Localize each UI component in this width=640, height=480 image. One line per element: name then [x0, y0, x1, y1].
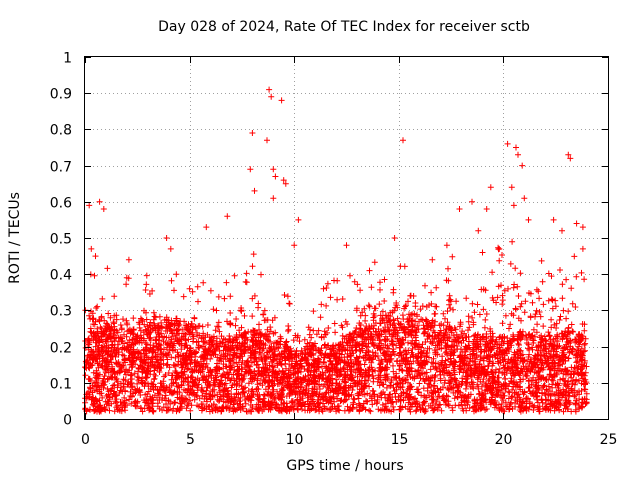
y-tick-label: 0.9 — [50, 87, 72, 103]
y-tick-label: 0 — [63, 413, 72, 429]
x-tick-labels: 0 5 10 15 20 25 — [81, 432, 617, 448]
y-tick-label: 0.1 — [50, 377, 72, 393]
x-tick-label: 20 — [495, 432, 513, 448]
y-tick-label: 0.8 — [50, 123, 72, 139]
y-tick-label: 0.4 — [50, 268, 72, 284]
y-tick-label: 0.7 — [50, 160, 72, 176]
x-tick-label: 0 — [81, 432, 90, 448]
y-tick-label: 0.5 — [50, 232, 72, 248]
x-tick-label: 15 — [391, 432, 409, 448]
x-axis-label: GPS time / hours — [286, 458, 403, 474]
data-points — [82, 86, 590, 415]
x-tick-label: 5 — [186, 432, 195, 448]
chart-title: Day 028 of 2024, Rate Of TEC Index for r… — [158, 19, 530, 35]
y-tick-labels: 0 0.1 0.2 0.3 0.4 0.5 0.6 0.7 0.8 0.9 1 — [50, 51, 72, 429]
y-tick-label: 1 — [63, 51, 72, 67]
y-tick-label: 0.2 — [50, 341, 72, 357]
scatter-points — [82, 86, 590, 415]
x-tick-label: 10 — [286, 432, 304, 448]
grid — [85, 57, 608, 419]
y-tick-label: 0.6 — [50, 196, 72, 212]
plot-frame — [84, 56, 609, 420]
x-tick-label: 25 — [600, 432, 618, 448]
y-tick-label: 0.3 — [50, 304, 72, 320]
y-axis-label: ROTI / TECUs — [7, 192, 23, 284]
